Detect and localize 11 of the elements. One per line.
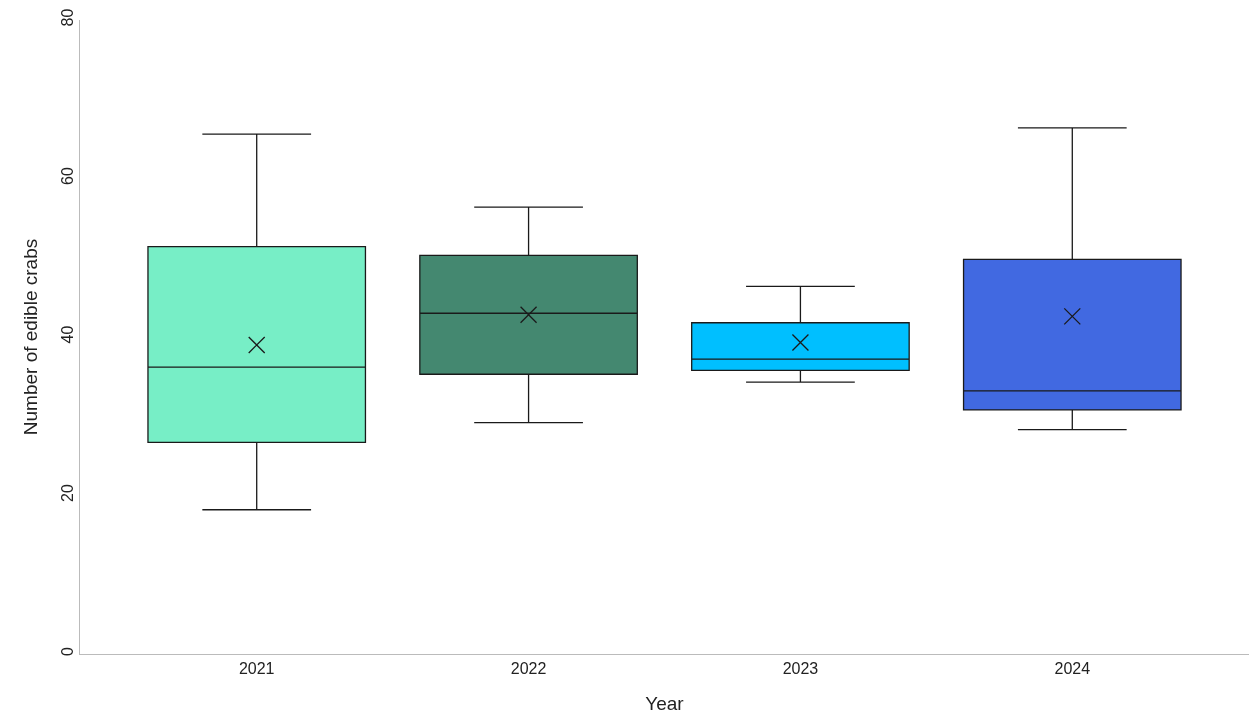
y-axis-title: Number of edible crabs bbox=[20, 238, 42, 436]
x-tick-label: 2021 bbox=[238, 660, 275, 678]
y-tick-label: 40 bbox=[58, 325, 76, 344]
x-tick-label: 2024 bbox=[1054, 660, 1091, 678]
x-tick-label: 2022 bbox=[510, 660, 547, 678]
y-tick-label: 60 bbox=[58, 167, 76, 185]
y-tick-label: 0 bbox=[58, 647, 76, 657]
x-axis-title: Year bbox=[645, 693, 685, 714]
y-tick-label: 80 bbox=[58, 8, 76, 27]
y-tick-label: 20 bbox=[58, 484, 76, 502]
x-tick-label: 2023 bbox=[782, 660, 819, 678]
